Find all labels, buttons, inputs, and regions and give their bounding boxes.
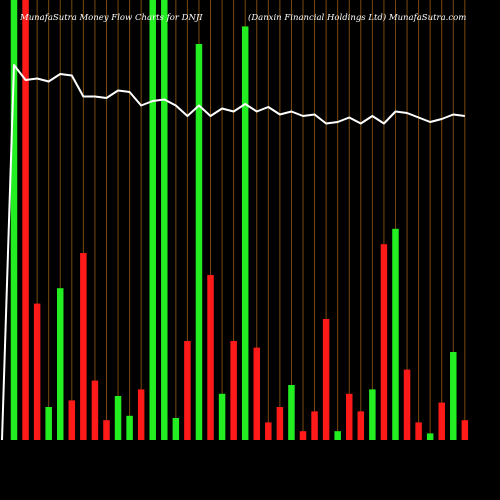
bar-up xyxy=(10,0,18,440)
bar-down xyxy=(438,402,445,440)
bar-down xyxy=(33,303,41,440)
bar-down xyxy=(22,0,29,440)
bar-up xyxy=(218,393,226,440)
bar-up xyxy=(426,433,434,440)
bar-up xyxy=(149,0,156,440)
bar-down xyxy=(68,400,76,440)
bar-up xyxy=(195,44,203,440)
bar-up xyxy=(172,418,180,440)
bar-up xyxy=(114,396,122,440)
bar-up xyxy=(392,228,399,440)
bar-down xyxy=(103,420,110,440)
bar-down xyxy=(80,253,87,440)
bar-up xyxy=(56,288,64,440)
bar-down xyxy=(299,431,307,440)
bar-up xyxy=(334,431,341,440)
bar-down xyxy=(461,420,469,440)
bar-up xyxy=(241,26,249,441)
bar-down xyxy=(403,369,411,440)
bar-down xyxy=(357,411,365,440)
chart-title-right: (Danxin Financial Holdings Ltd) MunafaSu… xyxy=(248,12,466,23)
bar-down xyxy=(230,341,237,440)
bar-down xyxy=(415,422,422,440)
bar-down xyxy=(184,341,191,440)
bar-up xyxy=(369,389,376,440)
bar-series xyxy=(10,0,469,441)
bar-down xyxy=(345,393,353,440)
bar-down xyxy=(311,411,318,440)
bar-down xyxy=(322,319,330,440)
bar-down xyxy=(253,347,261,440)
bar-down xyxy=(265,422,272,440)
bar-down xyxy=(276,407,284,440)
bar-up xyxy=(450,352,457,440)
bar-down xyxy=(207,275,214,440)
bar-up xyxy=(45,407,52,440)
bar-down xyxy=(137,389,145,440)
bar-up xyxy=(126,415,133,440)
bar-down xyxy=(91,380,99,440)
price-line xyxy=(1,64,465,441)
bar-up xyxy=(161,0,168,440)
bar-down xyxy=(380,244,388,440)
chart-title-left: MunafaSutra Money Flow Charts for DNJI xyxy=(19,13,203,23)
bar-up xyxy=(288,385,295,440)
